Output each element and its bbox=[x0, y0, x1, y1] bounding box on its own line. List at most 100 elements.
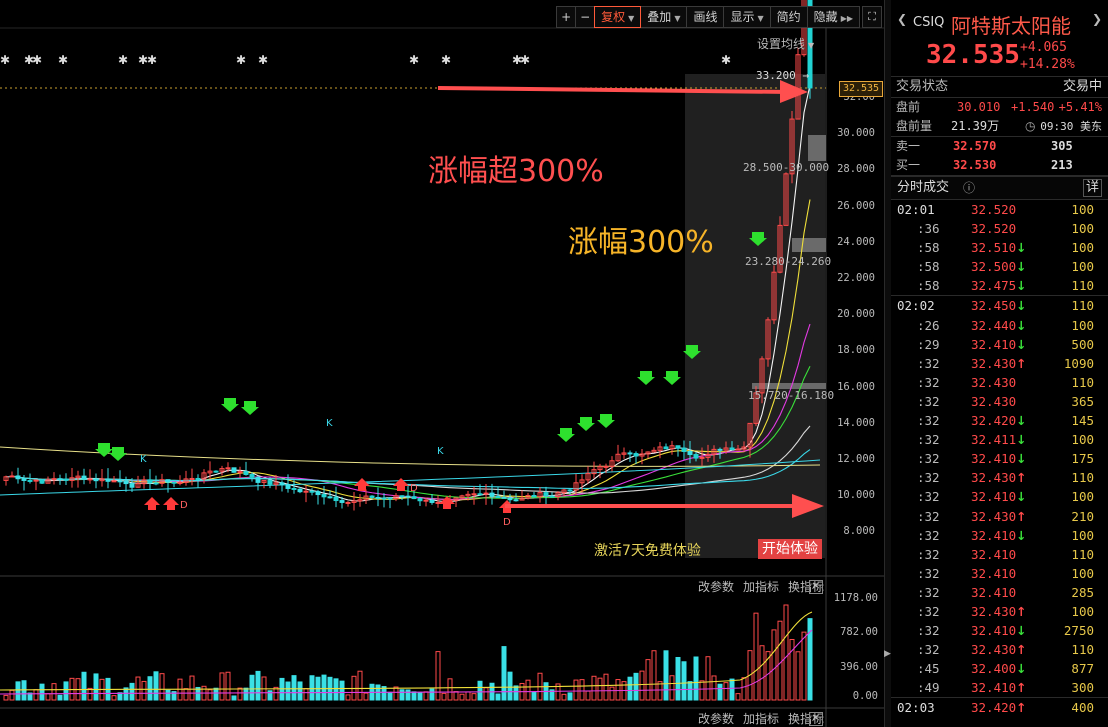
compact-button[interactable]: 简约 bbox=[769, 6, 808, 28]
tick-price: 32.520 bbox=[971, 202, 1017, 217]
last-price: 32.535 bbox=[926, 40, 1020, 70]
second-pane-toolbar: 改参数 加指标 换指标 bbox=[698, 710, 824, 727]
volume-bar bbox=[147, 676, 153, 701]
close-pane-icon[interactable]: ✕ bbox=[809, 580, 823, 594]
candle-body bbox=[351, 500, 357, 503]
zoom-out-button[interactable]: − bbox=[575, 6, 596, 28]
tick-time: :32 bbox=[917, 470, 940, 486]
tick-volume: 100 bbox=[1071, 565, 1094, 581]
star-marker: ✱ bbox=[138, 53, 148, 67]
candle-body bbox=[645, 451, 651, 455]
arrow-up-icon: ↑ bbox=[1016, 508, 1027, 524]
next-stock-icon[interactable]: ❯ bbox=[1091, 12, 1102, 26]
arrow-down-icon: ↓ bbox=[1016, 413, 1027, 429]
candle-body bbox=[159, 479, 165, 484]
candle-body bbox=[309, 490, 315, 493]
hide-button[interactable]: 隐藏 ▶▶ bbox=[806, 6, 860, 28]
tick-price: 32.500 bbox=[971, 259, 1017, 275]
market-time: 09:30 美东 bbox=[1040, 120, 1102, 133]
tick-row: :58 32.500 ↓ 100 bbox=[891, 257, 1108, 276]
zoom-in-button[interactable]: + bbox=[556, 6, 577, 28]
chevron-down-icon: ▼ bbox=[757, 14, 764, 23]
change-params-button[interactable]: 改参数 bbox=[697, 580, 734, 594]
change-params-button-2[interactable]: 改参数 bbox=[697, 712, 734, 726]
close-pane-icon-2[interactable]: ✕ bbox=[809, 712, 823, 726]
premarket-label: 盘前 bbox=[896, 100, 921, 114]
candle-body bbox=[657, 446, 663, 451]
tick-price: 32.410 bbox=[971, 451, 1017, 467]
volume-bar bbox=[303, 688, 309, 701]
candle-body bbox=[21, 478, 27, 481]
volume-bar bbox=[129, 682, 135, 701]
tick-price: 32.430 bbox=[971, 355, 1017, 371]
volume-bar bbox=[309, 675, 315, 701]
volume-bar bbox=[501, 646, 507, 701]
tick-price: 32.430 bbox=[971, 508, 1017, 524]
adjust-dropdown[interactable]: 复权 ▼ bbox=[594, 6, 642, 28]
candle-body bbox=[3, 476, 9, 481]
tick-time: :32 bbox=[917, 565, 940, 581]
volume-ma-line bbox=[0, 611, 813, 691]
candle-body bbox=[147, 479, 153, 484]
high-value: 33.200 bbox=[756, 69, 796, 82]
candle-body bbox=[591, 469, 597, 475]
tick-price: 32.411 bbox=[971, 432, 1017, 448]
candle-body bbox=[177, 481, 183, 484]
collapse-arrow-icon[interactable]: ▶ bbox=[884, 649, 891, 659]
volume-bar bbox=[393, 686, 399, 701]
tick-row: :32 32.410 110 bbox=[891, 545, 1108, 564]
add-indicator-button[interactable]: 加指标 bbox=[742, 580, 779, 594]
tick-volume: 400 bbox=[1071, 700, 1094, 716]
tick-time: :32 bbox=[917, 451, 940, 467]
add-indicator-button-2[interactable]: 加指标 bbox=[742, 712, 779, 726]
price-change: +4.065 bbox=[1020, 40, 1067, 55]
tick-volume: 210 bbox=[1071, 508, 1094, 524]
tick-row: :32 32.410 ↓ 100 bbox=[891, 526, 1108, 545]
tick-time: :58 bbox=[917, 240, 940, 256]
volume-bar bbox=[771, 629, 777, 701]
ticks-header: 分时成交 ⓘ 详 bbox=[891, 176, 1108, 200]
candle-body bbox=[759, 358, 765, 394]
candle-body bbox=[597, 466, 603, 471]
tick-row: :32 32.411 ↓ 100 bbox=[891, 430, 1108, 449]
display-dropdown[interactable]: 显示 ▼ bbox=[723, 6, 771, 28]
premarket-volume: 21.39万 bbox=[951, 119, 1000, 133]
annotation-over-300: 涨幅超300% bbox=[428, 154, 604, 189]
volume-bar bbox=[549, 689, 555, 701]
volume-bar bbox=[627, 676, 633, 701]
overlay-dropdown[interactable]: 叠加 ▼ bbox=[640, 6, 688, 28]
tick-row: :32 32.410 ↓ 2750 bbox=[891, 621, 1108, 640]
volume-bar bbox=[15, 681, 21, 701]
candle-body bbox=[399, 495, 405, 498]
ticks-list[interactable]: 02:01 32.520 100:36 32.520 100:58 32.510 ↓ 100:… bbox=[891, 200, 1108, 718]
clock-icon: ◷ bbox=[1025, 119, 1036, 133]
d-marker: D bbox=[503, 517, 511, 528]
candle-body bbox=[231, 467, 237, 473]
fullscreen-icon[interactable]: ⛶ bbox=[862, 6, 882, 28]
candle-body bbox=[609, 460, 615, 467]
draw-line-button[interactable]: 画线 bbox=[686, 6, 725, 28]
start-trial-button[interactable]: 开始体验 bbox=[758, 539, 822, 559]
candle-body bbox=[129, 483, 135, 488]
sell-signal-icon bbox=[597, 414, 615, 428]
premarket-pct: +5.41% bbox=[1058, 100, 1102, 114]
ma-settings-button[interactable]: 设置均线 ▼ bbox=[757, 35, 814, 52]
swap-indicator-button[interactable]: 换指标 bbox=[787, 580, 824, 594]
candle-body bbox=[423, 499, 429, 502]
tick-volume: 110 bbox=[1071, 374, 1094, 390]
candle-body bbox=[693, 454, 699, 459]
tick-time: :32 bbox=[917, 623, 940, 639]
volume-bar bbox=[183, 688, 189, 701]
swap-indicator-button-2[interactable]: 换指标 bbox=[787, 712, 824, 726]
star-marker: ✱ bbox=[118, 53, 128, 67]
candle-body bbox=[633, 453, 639, 457]
arrow-up-icon: ↑ bbox=[1016, 355, 1027, 371]
ma-long-2 bbox=[0, 459, 821, 496]
candle-body bbox=[435, 501, 441, 504]
prev-stock-icon[interactable]: ❮ bbox=[897, 12, 908, 26]
info-icon[interactable]: ⓘ bbox=[963, 181, 976, 195]
ticks-detail-button[interactable]: 详 bbox=[1082, 179, 1102, 197]
tick-time: :32 bbox=[917, 432, 940, 448]
